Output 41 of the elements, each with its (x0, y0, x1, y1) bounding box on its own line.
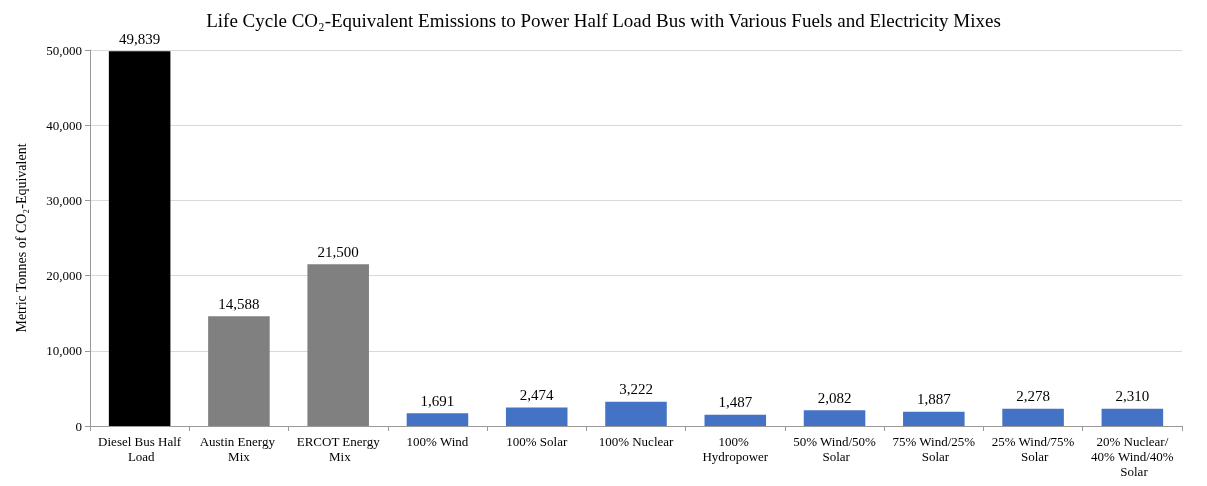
bar (406, 413, 469, 426)
y-tick-label: 50,000 (46, 42, 82, 58)
bar (208, 316, 270, 426)
y-tick-label: 30,000 (46, 192, 82, 208)
bar (903, 411, 965, 426)
bar (704, 414, 767, 426)
x-tick-label: 20% Nuclear/40% Wind/40% Solar (1091, 434, 1174, 479)
x-tick-label: 100% Nuclear (598, 434, 675, 449)
data-label: 2,278 (1016, 388, 1050, 405)
data-label: 21,500 (317, 243, 359, 260)
x-tick-label: 75% Wind/25% Solar (892, 434, 976, 464)
x-tick-label: ERCOT Energy Mix (296, 434, 381, 464)
bar (307, 264, 369, 426)
data-label: 3,222 (619, 381, 653, 398)
x-tick-label: Austin Energy Mix (199, 434, 279, 464)
x-tick-label: 50% Wind/50% Solar (793, 434, 877, 464)
y-axis-title: Metric Tonnes of CO₂-Equivalent (13, 143, 29, 333)
bar (505, 407, 568, 426)
chart-title: Life Cycle CO₂-Equivalent Emissions to Power Half Load Bus with Various Fuels and Electricity Mixes (206, 10, 1001, 31)
data-label: 1,887 (916, 391, 952, 408)
bar (803, 410, 866, 426)
x-tick-label: 100% Wind (406, 434, 469, 449)
x-tick-label: Diesel Bus Half Load (98, 434, 182, 464)
x-tick-label: 25% Wind/75% Solar (991, 434, 1075, 464)
data-label: 2,082 (817, 389, 852, 406)
x-tick-label: 100% Hydropower (702, 434, 769, 464)
x-tick-label: 100% Solar (506, 434, 568, 449)
y-tick-label: 20,000 (46, 268, 82, 284)
data-label: 2,310 (1115, 388, 1150, 405)
bar (1002, 408, 1064, 426)
data-label: 1,691 (420, 392, 455, 409)
y-tick-label: 10,000 (46, 343, 82, 359)
data-label: 2,474 (519, 386, 555, 403)
data-label: 49,839 (119, 30, 161, 47)
y-tick-label: 0 (75, 418, 82, 434)
bar (1101, 408, 1164, 426)
data-label: 14,588 (218, 295, 260, 312)
bar (108, 51, 171, 426)
y-tick-label: 40,000 (46, 117, 82, 133)
data-label: 1,487 (718, 394, 753, 411)
bar (605, 401, 667, 426)
